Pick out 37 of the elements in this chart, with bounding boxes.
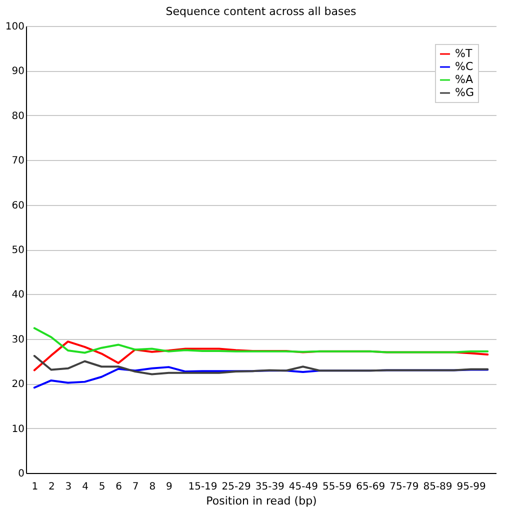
y-tick-label: 80	[12, 110, 24, 122]
x-tick-label: 6	[116, 482, 122, 492]
x-tick-label: 7	[132, 482, 139, 492]
x-tick-label: 3	[65, 482, 72, 492]
x-axis-title: Position in read (bp)	[206, 494, 317, 508]
x-tick-label: 1	[32, 482, 38, 492]
legend-label: %A	[455, 73, 474, 86]
legend-label: %G	[455, 86, 474, 99]
x-tick-label: 4	[82, 482, 88, 492]
y-tick-label: 50	[12, 245, 24, 256]
x-tick-label: 9	[166, 482, 172, 492]
y-tick-label: 90	[12, 66, 24, 78]
x-tick-label: 45-49	[288, 482, 318, 492]
x-tick-label: 8	[149, 482, 156, 492]
chart-title: Sequence content across all bases	[166, 5, 356, 18]
x-tick-label: 5	[98, 482, 106, 492]
y-tick-label: 0	[18, 468, 24, 480]
y-tick-label: 20	[12, 379, 24, 390]
x-tick-label: 75-79	[390, 482, 419, 492]
x-tick-label: 25-29	[222, 482, 251, 492]
y-tick-label: 10	[12, 424, 24, 435]
x-tick-label: 2	[48, 482, 55, 492]
y-tick-label: 30	[12, 334, 24, 346]
y-tick-label: 70	[12, 156, 24, 167]
x-tick-label: 15-19	[188, 482, 218, 492]
legend-label: %C	[455, 60, 474, 73]
line-series	[33, 354, 489, 376]
x-tick-label: 85-89	[423, 482, 452, 492]
x-tick-label: 55-59	[322, 482, 352, 492]
y-tick-label: 60	[12, 200, 24, 212]
y-tick-label: 40	[12, 290, 24, 301]
line-series	[33, 327, 489, 354]
x-tick-label: 65-69	[356, 482, 386, 492]
x-tick-label: 95-99	[456, 482, 486, 492]
x-tick-label: 35-39	[255, 482, 284, 492]
legend-label: %T	[455, 47, 472, 60]
y-tick-label: 100	[5, 22, 24, 32]
